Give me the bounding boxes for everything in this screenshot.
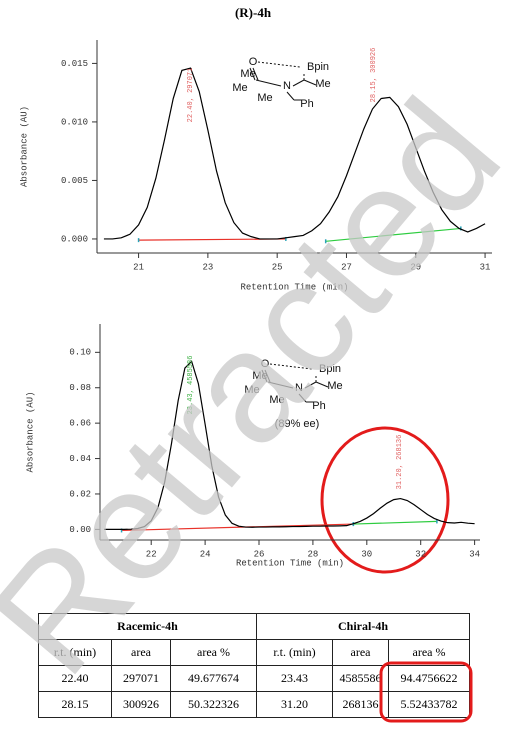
cell: 23.43 bbox=[256, 665, 333, 692]
atom-label: Ph bbox=[312, 400, 325, 412]
y-tick-label: 0.06 bbox=[69, 419, 91, 429]
cell: 22.40 bbox=[38, 665, 112, 692]
peak-label: 23.43, 4585586 bbox=[187, 356, 195, 415]
table-row: 28.15 300926 50.322326 31.20 268136 5.52… bbox=[38, 691, 470, 718]
x-tick-label: 30 bbox=[361, 549, 372, 559]
x-tick-label: 23 bbox=[202, 262, 213, 272]
column-header: area % bbox=[170, 639, 257, 666]
y-tick-label: 0.010 bbox=[61, 117, 88, 127]
table-row: 22.40 297071 49.677674 23.43 4585586 94.… bbox=[38, 665, 470, 692]
atom-label: Bpin bbox=[319, 363, 341, 375]
peak-label: 31.20, 268136 bbox=[396, 435, 404, 490]
x-axis-label: Retention Time (min) bbox=[240, 282, 348, 292]
cell: 28.15 bbox=[38, 691, 112, 718]
atom-label: Ph bbox=[300, 98, 313, 110]
x-tick-label: 25 bbox=[272, 262, 283, 272]
column-header: area bbox=[332, 639, 389, 666]
y-tick-label: 0.10 bbox=[69, 348, 91, 358]
cell: 49.677674 bbox=[170, 665, 257, 692]
integration-baseline bbox=[325, 227, 461, 242]
column-header: r.t. (min) bbox=[38, 639, 112, 666]
y-tick-label: 0.015 bbox=[61, 59, 88, 69]
atom-label: Me bbox=[244, 384, 259, 396]
x-axis-label: Retention Time (min) bbox=[236, 558, 344, 568]
y-tick-label: 0.005 bbox=[61, 176, 88, 186]
cell: 300926 bbox=[111, 691, 171, 718]
atom-label: Bpin bbox=[307, 61, 329, 73]
x-tick-label: 31 bbox=[480, 262, 491, 272]
x-tick-label: 29 bbox=[410, 262, 421, 272]
atom-label: O bbox=[261, 358, 270, 370]
atom-label: Me bbox=[327, 380, 342, 392]
x-tick-label: 22 bbox=[146, 549, 157, 559]
y-axis-label: Absorbance (AU) bbox=[25, 391, 35, 472]
atom-label: Me bbox=[315, 78, 330, 90]
atom-label: Me bbox=[269, 394, 284, 406]
cell: 4585586 bbox=[332, 665, 389, 692]
x-tick-label: 32 bbox=[415, 549, 426, 559]
peak-label: 28.15, 300926 bbox=[370, 48, 378, 103]
chromatogram-line bbox=[103, 67, 486, 240]
chromatogram-line bbox=[104, 360, 475, 530]
highlight-circle bbox=[320, 426, 450, 574]
y-tick-label: 0.02 bbox=[69, 489, 91, 499]
atom-label: O bbox=[249, 56, 258, 68]
y-tick-label: 0.00 bbox=[69, 525, 91, 535]
column-header: area bbox=[111, 639, 171, 666]
cell: 268136 bbox=[332, 691, 389, 718]
integration-baseline bbox=[121, 523, 354, 532]
atom-label: Me bbox=[240, 68, 255, 80]
atom-label: N bbox=[283, 80, 291, 92]
table-row: r.t. (min) area area % r.t. (min) area a… bbox=[38, 639, 470, 666]
cell: 94.4756622 bbox=[388, 665, 470, 692]
group-header: Racemic-4h bbox=[38, 613, 257, 640]
group-header: Chiral-4h bbox=[256, 613, 470, 640]
peak-label: 22.40, 297071 bbox=[187, 68, 195, 123]
y-axis-label: Absorbance (AU) bbox=[19, 106, 29, 187]
x-tick-label: 24 bbox=[200, 549, 211, 559]
table-row: Racemic-4h Chiral-4h bbox=[38, 613, 470, 640]
molecule: O Bpin Me Me Me N Me Ph (89% ee) bbox=[244, 358, 342, 430]
cell: 297071 bbox=[111, 665, 171, 692]
ee-label: (89% ee) bbox=[275, 418, 320, 430]
cell: 31.20 bbox=[256, 691, 333, 718]
y-tick-label: 0.000 bbox=[61, 234, 88, 244]
x-tick-label: 21 bbox=[133, 262, 144, 272]
integration-baseline bbox=[353, 520, 437, 525]
column-header: area % bbox=[388, 639, 470, 666]
x-tick-label: 28 bbox=[308, 549, 319, 559]
y-tick-label: 0.04 bbox=[69, 454, 91, 464]
cell: 50.322326 bbox=[170, 691, 257, 718]
x-tick-label: 27 bbox=[341, 262, 352, 272]
cell: 5.52433782 bbox=[388, 691, 470, 718]
atom-label: N bbox=[295, 382, 303, 394]
results-table: Racemic-4h Chiral-4h r.t. (min) area are… bbox=[38, 613, 470, 718]
atom-label: Me bbox=[232, 82, 247, 94]
atom-label: Me bbox=[257, 92, 272, 104]
x-tick-label: 26 bbox=[254, 549, 265, 559]
atom-label: Me bbox=[252, 370, 267, 382]
molecule: O Bpin Me Me Me N Me Ph bbox=[232, 56, 330, 110]
page-title: (R)-4h bbox=[235, 5, 272, 20]
x-tick-label: 34 bbox=[469, 549, 480, 559]
column-header: r.t. (min) bbox=[256, 639, 333, 666]
y-tick-label: 0.08 bbox=[69, 383, 91, 393]
